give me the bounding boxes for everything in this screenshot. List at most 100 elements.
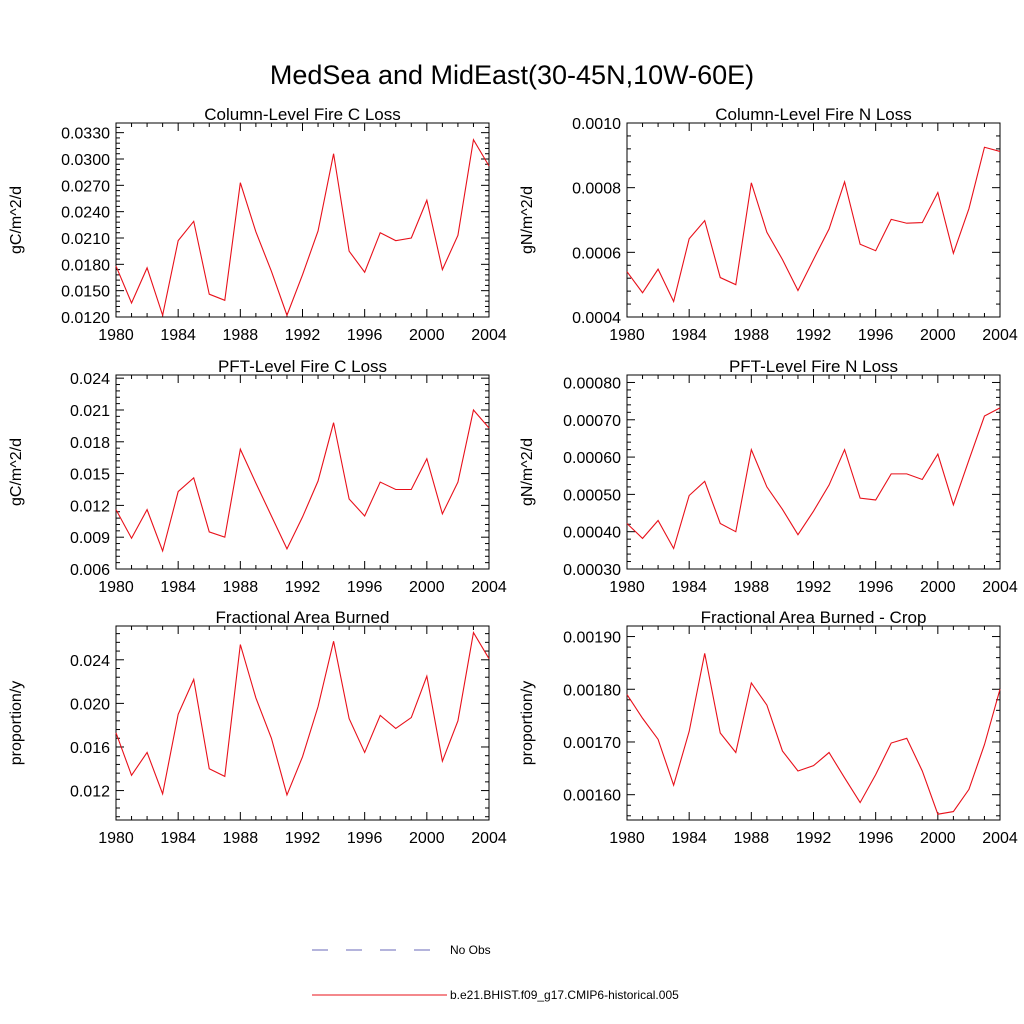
x-tick-label: 1984 xyxy=(160,327,196,344)
y-tick-label: 0.00040 xyxy=(563,525,621,542)
series-line xyxy=(115,630,490,797)
y-axis-label: proportion/y xyxy=(8,681,25,766)
chart-panel-2: Column-Level Fire N Loss 1980 1984 1988 1992… xyxy=(519,105,1018,344)
x-tick-label: 1984 xyxy=(671,579,707,596)
x-tick-label: 1984 xyxy=(160,830,196,847)
series-line xyxy=(626,407,1001,550)
x-tick-label: 1988 xyxy=(223,830,259,847)
y-tick-label: 0.0010 xyxy=(572,116,621,133)
y-tick-label: 0.00050 xyxy=(563,487,621,504)
series-line xyxy=(115,408,490,553)
y-tick-label: 0.00060 xyxy=(563,450,621,467)
chart-panel-3: PFT-Level Fire C Loss 1980 1984 1988 1992 199… xyxy=(8,357,507,596)
x-tick-label: 2004 xyxy=(471,830,507,847)
legend-label-model: b.e21.BHIST.f09_g17.CMIP6-historical.005 xyxy=(450,988,679,1002)
x-tick-label: 2000 xyxy=(920,830,956,847)
x-tick-label: 2000 xyxy=(920,579,956,596)
x-tick-label: 1980 xyxy=(609,327,645,344)
series-line xyxy=(626,146,1001,304)
x-tick-label: 1988 xyxy=(734,830,770,847)
x-tick-label: 1984 xyxy=(671,327,707,344)
panel-title: Fractional Area Burned xyxy=(216,608,390,627)
panel-title: Column-Level Fire C Loss xyxy=(204,105,401,124)
y-axis-label: gN/m^2/d xyxy=(519,438,536,506)
y-tick-label: 0.018 xyxy=(70,435,110,452)
x-tick-label: 1980 xyxy=(98,830,134,847)
y-tick-label: 0.0300 xyxy=(61,152,110,169)
y-tick-label: 0.012 xyxy=(70,784,110,801)
x-tick-label: 1992 xyxy=(796,830,832,847)
y-axis-label: gN/m^2/d xyxy=(519,186,536,254)
panel-title: Column-Level Fire N Loss xyxy=(715,105,912,124)
y-tick-label: 0.012 xyxy=(70,498,110,515)
y-tick-label: 0.016 xyxy=(70,740,110,757)
x-tick-label: 1980 xyxy=(609,830,645,847)
x-tick-label: 2004 xyxy=(471,579,507,596)
series-line xyxy=(626,653,1001,815)
y-tick-label: 0.0180 xyxy=(61,257,110,274)
x-tick-label: 2000 xyxy=(920,327,956,344)
chart-panel-1: Column-Level Fire C Loss 1980 1984 1988 1992… xyxy=(8,105,507,344)
x-tick-label: 1996 xyxy=(347,327,383,344)
y-axis-label: gC/m^2/d xyxy=(8,186,25,254)
x-tick-label: 1996 xyxy=(858,579,894,596)
y-axis-label: proportion/y xyxy=(519,681,536,766)
x-tick-label: 1992 xyxy=(285,327,321,344)
y-tick-label: 0.0006 xyxy=(572,245,621,262)
x-tick-label: 2000 xyxy=(409,830,445,847)
y-tick-label: 0.0150 xyxy=(61,284,110,301)
y-tick-label: 0.024 xyxy=(70,653,110,670)
x-tick-label: 2004 xyxy=(982,579,1018,596)
y-tick-label: 0.0270 xyxy=(61,178,110,195)
x-tick-label: 1988 xyxy=(223,579,259,596)
x-tick-label: 1992 xyxy=(285,579,321,596)
x-tick-label: 1992 xyxy=(796,327,832,344)
legend: No Obs b.e21.BHIST.f09_g17.CMIP6-histori… xyxy=(312,943,679,1002)
y-tick-label: 0.0120 xyxy=(61,310,110,327)
y-tick-label: 0.020 xyxy=(70,696,110,713)
x-tick-label: 1980 xyxy=(609,579,645,596)
y-tick-label: 0.00070 xyxy=(563,413,621,430)
x-tick-label: 2000 xyxy=(409,327,445,344)
y-tick-label: 0.015 xyxy=(70,467,110,484)
x-tick-label: 1996 xyxy=(858,830,894,847)
figure-title: MedSea and MidEast(30-45N,10W-60E) xyxy=(270,60,754,90)
x-tick-label: 1988 xyxy=(734,579,770,596)
x-tick-label: 1996 xyxy=(858,327,894,344)
x-tick-label: 2004 xyxy=(982,327,1018,344)
y-tick-label: 0.0004 xyxy=(572,310,621,327)
x-tick-label: 1988 xyxy=(223,327,259,344)
y-tick-label: 0.0008 xyxy=(572,181,621,198)
y-tick-label: 0.00080 xyxy=(563,375,621,392)
legend-label-no-obs: No Obs xyxy=(450,943,491,957)
x-tick-label: 1996 xyxy=(347,579,383,596)
panel-title: PFT-Level Fire N Loss xyxy=(729,357,898,376)
x-tick-label: 2000 xyxy=(409,579,445,596)
y-tick-label: 0.0240 xyxy=(61,205,110,222)
x-tick-label: 1992 xyxy=(285,830,321,847)
x-tick-label: 1980 xyxy=(98,327,134,344)
panel-title: PFT-Level Fire C Loss xyxy=(218,357,387,376)
chart-panel-6: Fractional Area Burned - Crop 1980 1984 198… xyxy=(519,608,1018,847)
chart-panels: Column-Level Fire C Loss 1980 1984 1988 1992… xyxy=(8,105,1018,847)
y-tick-label: 0.006 xyxy=(70,562,110,579)
x-tick-label: 1988 xyxy=(734,327,770,344)
chart-panel-4: PFT-Level Fire N Loss 1980 1984 1988 1992 199… xyxy=(519,357,1018,596)
series-line xyxy=(115,138,490,318)
panel-title: Fractional Area Burned - Crop xyxy=(701,608,927,627)
x-tick-label: 1996 xyxy=(347,830,383,847)
y-tick-label: 0.0330 xyxy=(61,126,110,143)
x-tick-label: 1992 xyxy=(796,579,832,596)
x-tick-label: 2004 xyxy=(471,327,507,344)
y-axis-label: gC/m^2/d xyxy=(8,438,25,506)
y-tick-label: 0.00030 xyxy=(563,562,621,579)
y-tick-label: 0.00170 xyxy=(563,735,621,752)
y-tick-label: 0.00160 xyxy=(563,788,621,805)
x-tick-label: 1984 xyxy=(160,579,196,596)
x-tick-label: 2004 xyxy=(982,830,1018,847)
x-tick-label: 1984 xyxy=(671,830,707,847)
y-tick-label: 0.0210 xyxy=(61,231,110,248)
y-tick-label: 0.021 xyxy=(70,403,110,420)
